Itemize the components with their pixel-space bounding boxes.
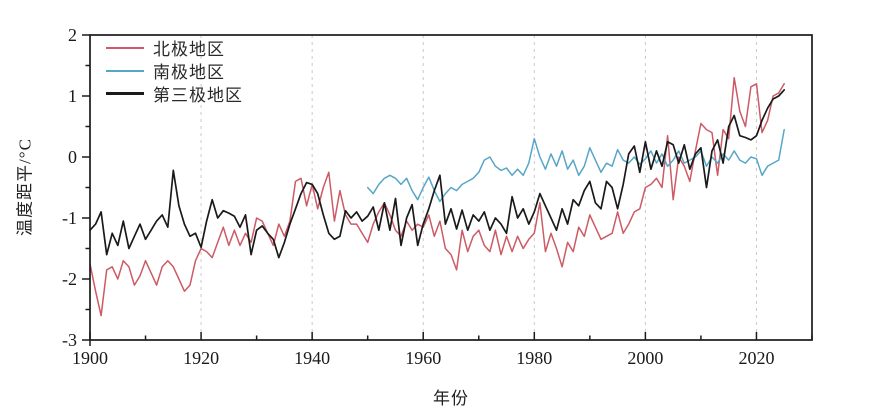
y-tick-label--2: -2 [62, 269, 77, 289]
y-tick-label-0: 0 [68, 147, 77, 167]
legend-item-antarctic: 南极地区 [106, 59, 243, 82]
x-tick-label-2020: 2020 [738, 348, 774, 368]
arctic-line-swatch [106, 46, 144, 49]
y-tick-label--3: -3 [62, 330, 77, 350]
x-tick-label-1980: 1980 [516, 348, 552, 368]
x-axis-label: 年份 [433, 389, 469, 408]
legend: 北极地区 南极地区 第三极地区 [106, 36, 243, 105]
y-axis-label: 温度距平/°C [15, 138, 35, 236]
y-tick-label-1: 1 [68, 86, 77, 106]
x-tick-label-2000: 2000 [627, 348, 663, 368]
y-tick-label--1: -1 [62, 208, 77, 228]
x-tick-label-1900: 1900 [72, 348, 108, 368]
arctic-line [89, 76, 785, 317]
legend-label-third-pole: 第三极地区 [153, 86, 243, 105]
plot-frame [89, 34, 813, 341]
legend-label-antarctic: 南极地区 [153, 63, 225, 82]
third-pole-line-swatch [106, 92, 144, 95]
x-tick-label-1920: 1920 [183, 348, 219, 368]
y-tick-label-2: 2 [68, 25, 77, 45]
legend-label-arctic: 北极地区 [153, 40, 225, 59]
third-pole-line [89, 89, 786, 259]
legend-item-third-pole: 第三极地区 [106, 82, 243, 105]
antarctic-line-swatch [106, 69, 144, 72]
x-tick-label-1940: 1940 [294, 348, 330, 368]
legend-item-arctic: 北极地区 [106, 36, 243, 59]
x-tick-label-1960: 1960 [405, 348, 441, 368]
antarctic-line [366, 128, 785, 203]
